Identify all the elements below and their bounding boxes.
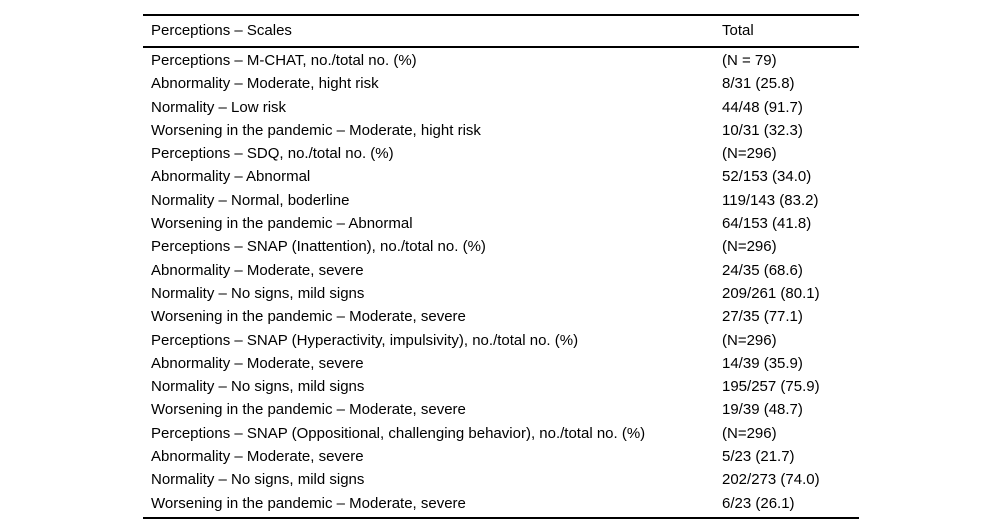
- row-value: 8/31 (25.8): [722, 75, 795, 93]
- table-header-row: Perceptions – Scales Total: [143, 16, 859, 48]
- row-label: Normality – Low risk: [151, 98, 287, 116]
- row-label: Perceptions – SDQ, no./total no. (%): [151, 145, 394, 163]
- row-label: Perceptions – SNAP (Hyperactivity, impul…: [151, 331, 579, 349]
- row-label: Normality – Normal, boderline: [151, 191, 350, 209]
- row-value: 52/153 (34.0): [722, 168, 812, 186]
- table-row: Worsening in the pandemic – Moderate, se…: [143, 492, 859, 515]
- row-value: 24/35 (68.6): [722, 261, 803, 279]
- table-row: Worsening in the pandemic – Moderate, se…: [143, 398, 859, 421]
- table-row: Worsening in the pandemic – Abnormal 64/…: [143, 212, 859, 235]
- row-value: (N=296): [722, 331, 777, 349]
- table-row: Perceptions – SNAP (Inattention), no./to…: [143, 235, 859, 258]
- row-label: Normality – No signs, mild signs: [151, 378, 365, 396]
- table-row: Perceptions – M-CHAT, no./total no. (%) …: [143, 49, 859, 72]
- row-value: 19/39 (48.7): [722, 401, 803, 419]
- table-row: Normality – Low risk 44/48 (91.7): [143, 96, 859, 119]
- row-value: 209/261 (80.1): [722, 284, 820, 302]
- row-label: Perceptions – SNAP (Oppositional, challe…: [151, 424, 646, 442]
- table-header-scales: Perceptions – Scales: [151, 22, 292, 40]
- perceptions-table: Perceptions – Scales Total Perceptions –…: [143, 14, 859, 519]
- row-label: Abnormality – Moderate, hight risk: [151, 75, 379, 93]
- table-row: Normality – No signs, mild signs 195/257…: [143, 375, 859, 398]
- row-value: 6/23 (26.1): [722, 494, 795, 512]
- table-row: Perceptions – SNAP (Oppositional, challe…: [143, 422, 859, 445]
- row-label: Perceptions – M-CHAT, no./total no. (%): [151, 52, 417, 69]
- row-value: 14/39 (35.9): [722, 354, 803, 372]
- row-label: Worsening in the pandemic – Moderate, se…: [151, 494, 466, 512]
- table-body: Perceptions – M-CHAT, no./total no. (%) …: [143, 48, 859, 517]
- table-row: Abnormality – Abnormal 52/153 (34.0): [143, 165, 859, 188]
- row-value: 10/31 (32.3): [722, 121, 803, 139]
- row-label: Normality – No signs, mild signs: [151, 471, 365, 489]
- table-row: Normality – Normal, boderline 119/143 (8…: [143, 189, 859, 212]
- row-label: Worsening in the pandemic – Moderate, se…: [151, 308, 466, 326]
- row-label: Perceptions – SNAP (Inattention), no./to…: [151, 238, 486, 256]
- row-label: Abnormality – Abnormal: [151, 168, 311, 186]
- row-value: 5/23 (21.7): [722, 448, 795, 466]
- row-value: 64/153 (41.8): [722, 215, 812, 233]
- row-value: 119/143 (83.2): [722, 191, 819, 209]
- table-row: Normality – No signs, mild signs 202/273…: [143, 468, 859, 491]
- row-value: (N=296): [722, 145, 777, 163]
- row-value: (N=296): [722, 238, 777, 256]
- row-label: Abnormality – Moderate, severe: [151, 354, 364, 372]
- table-row: Worsening in the pandemic – Moderate, se…: [143, 305, 859, 328]
- table-row: Abnormality – Moderate, hight risk 8/31 …: [143, 72, 859, 95]
- row-value: 195/257 (75.9): [722, 378, 820, 396]
- row-label: Worsening in the pandemic – Moderate, hi…: [151, 121, 481, 139]
- table-row: Abnormality – Moderate, severe 24/35 (68…: [143, 259, 859, 282]
- table-row: Abnormality – Moderate, severe 14/39 (35…: [143, 352, 859, 375]
- row-value: (N=296): [722, 424, 777, 442]
- row-label: Abnormality – Moderate, severe: [151, 261, 364, 279]
- row-label: Normality – No signs, mild signs: [151, 284, 365, 302]
- row-value: 44/48 (91.7): [722, 98, 803, 116]
- row-label: Worsening in the pandemic – Moderate, se…: [151, 401, 466, 419]
- table-row: Abnormality – Moderate, severe 5/23 (21.…: [143, 445, 859, 468]
- table-row: Normality – No signs, mild signs 209/261…: [143, 282, 859, 305]
- table-row: Perceptions – SDQ, no./total no. (%) (N=…: [143, 142, 859, 165]
- row-label: Worsening in the pandemic – Abnormal: [151, 215, 413, 233]
- table-row: Perceptions – SNAP (Hyperactivity, impul…: [143, 329, 859, 352]
- row-value: 27/35 (77.1): [722, 308, 803, 326]
- table-row: Worsening in the pandemic – Moderate, hi…: [143, 119, 859, 142]
- row-label: Abnormality – Moderate, severe: [151, 448, 364, 466]
- row-value: (N = 79): [722, 52, 777, 69]
- table-header-total: Total: [722, 22, 754, 40]
- row-value: 202/273 (74.0): [722, 471, 820, 489]
